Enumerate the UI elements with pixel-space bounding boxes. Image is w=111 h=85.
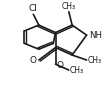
Text: Cl: Cl xyxy=(29,4,38,13)
Text: CH₃: CH₃ xyxy=(62,2,76,11)
Text: O: O xyxy=(57,61,64,70)
Text: CH₃: CH₃ xyxy=(70,66,84,75)
Text: O: O xyxy=(30,56,37,65)
Text: NH: NH xyxy=(89,31,102,40)
Text: CH₃: CH₃ xyxy=(88,56,102,65)
